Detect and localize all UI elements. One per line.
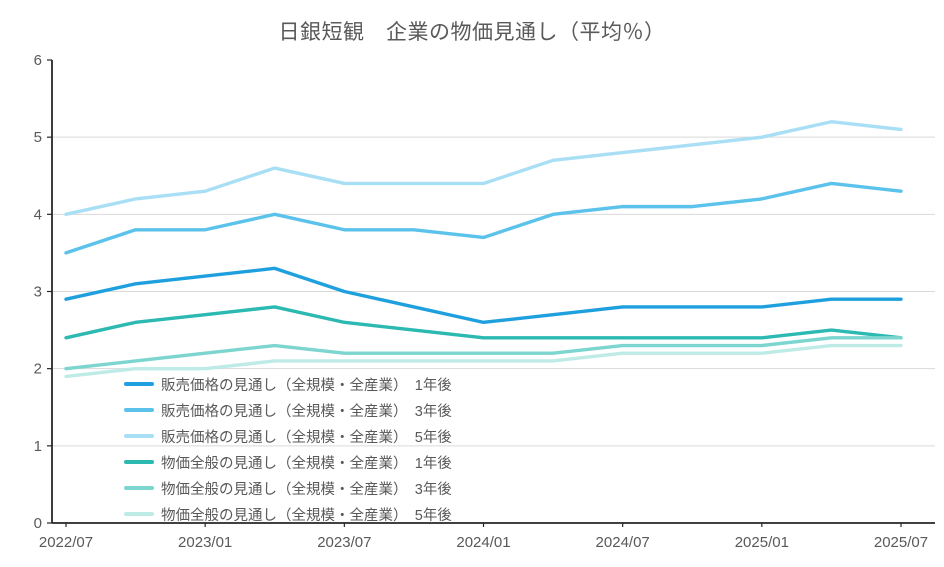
x-tick-label: 2024/07 [596,534,650,551]
legend-item-sales-1y: 販売価格の見通し（全規模・全産業） 1年後 [124,371,452,397]
legend-swatch-sales-3y [124,408,154,412]
legend-item-sales-5y: 販売価格の見通し（全規模・全産業） 5年後 [124,423,452,449]
y-tick-label: 2 [34,361,42,378]
series-line-1 [64,266,903,325]
legend-item-sales-3y: 販売価格の見通し（全規模・全産業） 3年後 [124,397,452,423]
legend-item-general-3y: 物価全般の見通し（全規模・全産業） 3年後 [124,475,452,501]
series-line-6 [64,343,903,379]
series-line-4 [64,305,903,340]
x-tick-label: 2022/07 [39,534,93,551]
legend-swatch-sales-5y [124,434,154,438]
chart-title: 日銀短観 企業の物価見通し（平均％） [278,21,666,44]
x-tick-label: 2025/07 [874,534,928,551]
legend-swatch-general-5y [124,512,154,516]
y-tick-label: 3 [34,284,42,301]
x-tick-label: 2023/01 [178,534,232,551]
legend-swatch-general-1y [124,460,154,464]
y-tick-label: 4 [34,206,42,223]
legend-label-sales-1y: 販売価格の見通し（全規模・全産業） 1年後 [161,377,452,394]
y-tick-label: 1 [34,438,42,455]
y-tick-label: 6 [34,52,42,69]
y-tick-label: 0 [34,515,42,532]
legend-item-general-5y: 物価全般の見通し（全規模・全産業） 5年後 [124,501,452,527]
legend-item-general-1y: 物価全般の見通し（全規模・全産業） 1年後 [124,449,452,475]
legend-label-general-3y: 物価全般の見通し（全規模・全産業） 3年後 [161,481,452,498]
series-line-5 [64,336,903,371]
x-tick-label: 2025/01 [735,534,789,551]
series-line-3 [64,120,903,217]
legend: 販売価格の見通し（全規模・全産業） 1年後 販売価格の見通し（全規模・全産業） … [124,371,452,527]
legend-label-sales-3y: 販売価格の見通し（全規模・全産業） 3年後 [161,403,452,420]
legend-label-sales-5y: 販売価格の見通し（全規模・全産業） 5年後 [161,429,452,446]
legend-swatch-general-3y [124,486,154,490]
x-tick-label: 2024/01 [456,534,510,551]
legend-label-general-5y: 物価全般の見通し（全規模・全産業） 5年後 [161,507,452,524]
series-line-2 [64,181,903,255]
x-tick-label: 2023/07 [317,534,371,551]
legend-swatch-sales-1y [124,382,154,386]
y-tick-label: 5 [34,129,42,146]
legend-label-general-1y: 物価全般の見通し（全規模・全産業） 1年後 [161,455,452,472]
